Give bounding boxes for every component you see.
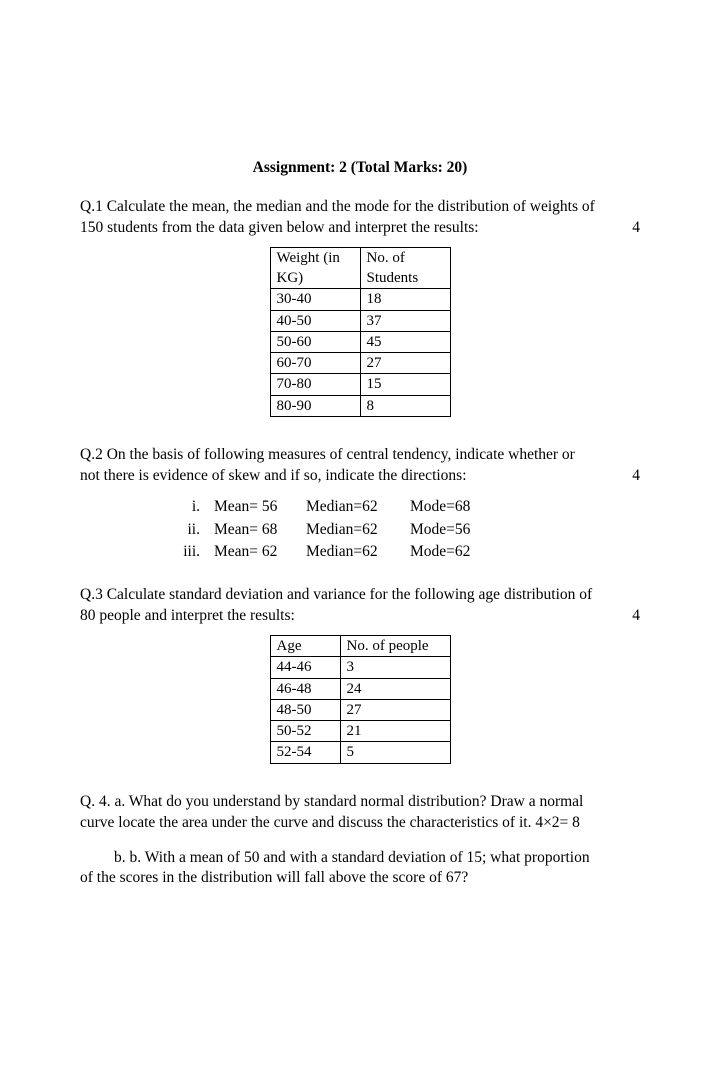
q4b-line1: b. b. With a mean of 50 and with a stand… [114,849,590,866]
item-mode: Mode=68 [410,497,510,518]
item-number: i. [180,497,214,518]
table-row: 60-70 27 [270,353,450,374]
document-sheet: Assignment: 2 (Total Marks: 20) Q.1 Calc… [30,58,690,1044]
q2-text-line2: not there is evidence of skew and if so,… [80,467,467,484]
list-item: i. Mean= 56 Median=62 Mode=68 [80,497,640,518]
table-row: 48-50 27 [270,699,450,720]
cell: 46-48 [270,678,340,699]
q2-marks: 4 [632,466,640,487]
cell: 40-50 [270,310,360,331]
cell: 27 [340,699,450,720]
item-mean: Mean= 62 [214,542,306,563]
table-row: 52-54 5 [270,742,450,763]
table-row: 50-52 21 [270,721,450,742]
cell: 15 [360,374,450,395]
table-row: 30-40 18 [270,289,450,310]
cell: 18 [360,289,450,310]
cell: 52-54 [270,742,340,763]
list-item: ii. Mean= 68 Median=62 Mode=56 [80,520,640,541]
item-mean: Mean= 68 [214,520,306,541]
item-mode: Mode=56 [410,520,510,541]
item-number: ii. [180,520,214,541]
table-row: 40-50 37 [270,310,450,331]
table-row: Weight (in KG) No. of Students [270,247,450,289]
cell: 60-70 [270,353,360,374]
q1-table: Weight (in KG) No. of Students 30-40 18 … [270,247,451,417]
cell: 80-90 [270,395,360,416]
item-median: Median=62 [306,520,410,541]
table-row: Age No. of people [270,636,450,657]
item-median: Median=62 [306,542,410,563]
question-1: Q.1 Calculate the mean, the median and t… [80,197,640,239]
cell: 27 [360,353,450,374]
table-row: 46-48 24 [270,678,450,699]
cell: 37 [360,310,450,331]
assignment-title: Assignment: 2 (Total Marks: 20) [80,158,640,179]
q3-header-people: No. of people [340,636,450,657]
cell: 24 [340,678,450,699]
cell: 3 [340,657,450,678]
question-4b: b. b. With a mean of 50 and with a stand… [80,848,640,890]
q3-text-line2: 80 people and interpret the results: [80,607,295,624]
item-mean: Mean= 56 [214,497,306,518]
cell: 48-50 [270,699,340,720]
list-item: iii. Mean= 62 Median=62 Mode=62 [80,542,640,563]
cell: 21 [340,721,450,742]
item-number: iii. [180,542,214,563]
question-4a: Q. 4. a. What do you understand by stand… [80,792,640,834]
cell: 5 [340,742,450,763]
q4a-line2: curve locate the area under the curve an… [80,814,580,831]
q3-marks: 4 [632,606,640,627]
item-median: Median=62 [306,497,410,518]
cell: 8 [360,395,450,416]
q1-text-line1: Q.1 Calculate the mean, the median and t… [80,198,595,215]
q4a-line1: Q. 4. a. What do you understand by stand… [80,793,583,810]
q3-table: Age No. of people 44-46 3 46-48 24 48-50… [270,635,451,764]
q1-header-students: No. of Students [360,247,450,289]
q1-text-line2: 150 students from the data given below a… [80,219,479,236]
q1-header-weight: Weight (in KG) [270,247,360,289]
q4b-line2: of the scores in the distribution will f… [80,869,468,886]
table-row: 44-46 3 [270,657,450,678]
q1-marks: 4 [632,218,640,239]
table-row: 80-90 8 [270,395,450,416]
page: Assignment: 2 (Total Marks: 20) Q.1 Calc… [0,0,720,1084]
cell: 45 [360,331,450,352]
table-row: 50-60 45 [270,331,450,352]
cell: 70-80 [270,374,360,395]
q3-text-line1: Q.3 Calculate standard deviation and var… [80,586,592,603]
q2-text-line1: Q.2 On the basis of following measures o… [80,446,575,463]
q3-header-age: Age [270,636,340,657]
question-3: Q.3 Calculate standard deviation and var… [80,585,640,627]
table-row: 70-80 15 [270,374,450,395]
question-2: Q.2 On the basis of following measures o… [80,445,640,487]
item-mode: Mode=62 [410,542,510,563]
cell: 30-40 [270,289,360,310]
q2-list: i. Mean= 56 Median=62 Mode=68 ii. Mean= … [80,497,640,564]
cell: 44-46 [270,657,340,678]
cell: 50-60 [270,331,360,352]
cell: 50-52 [270,721,340,742]
